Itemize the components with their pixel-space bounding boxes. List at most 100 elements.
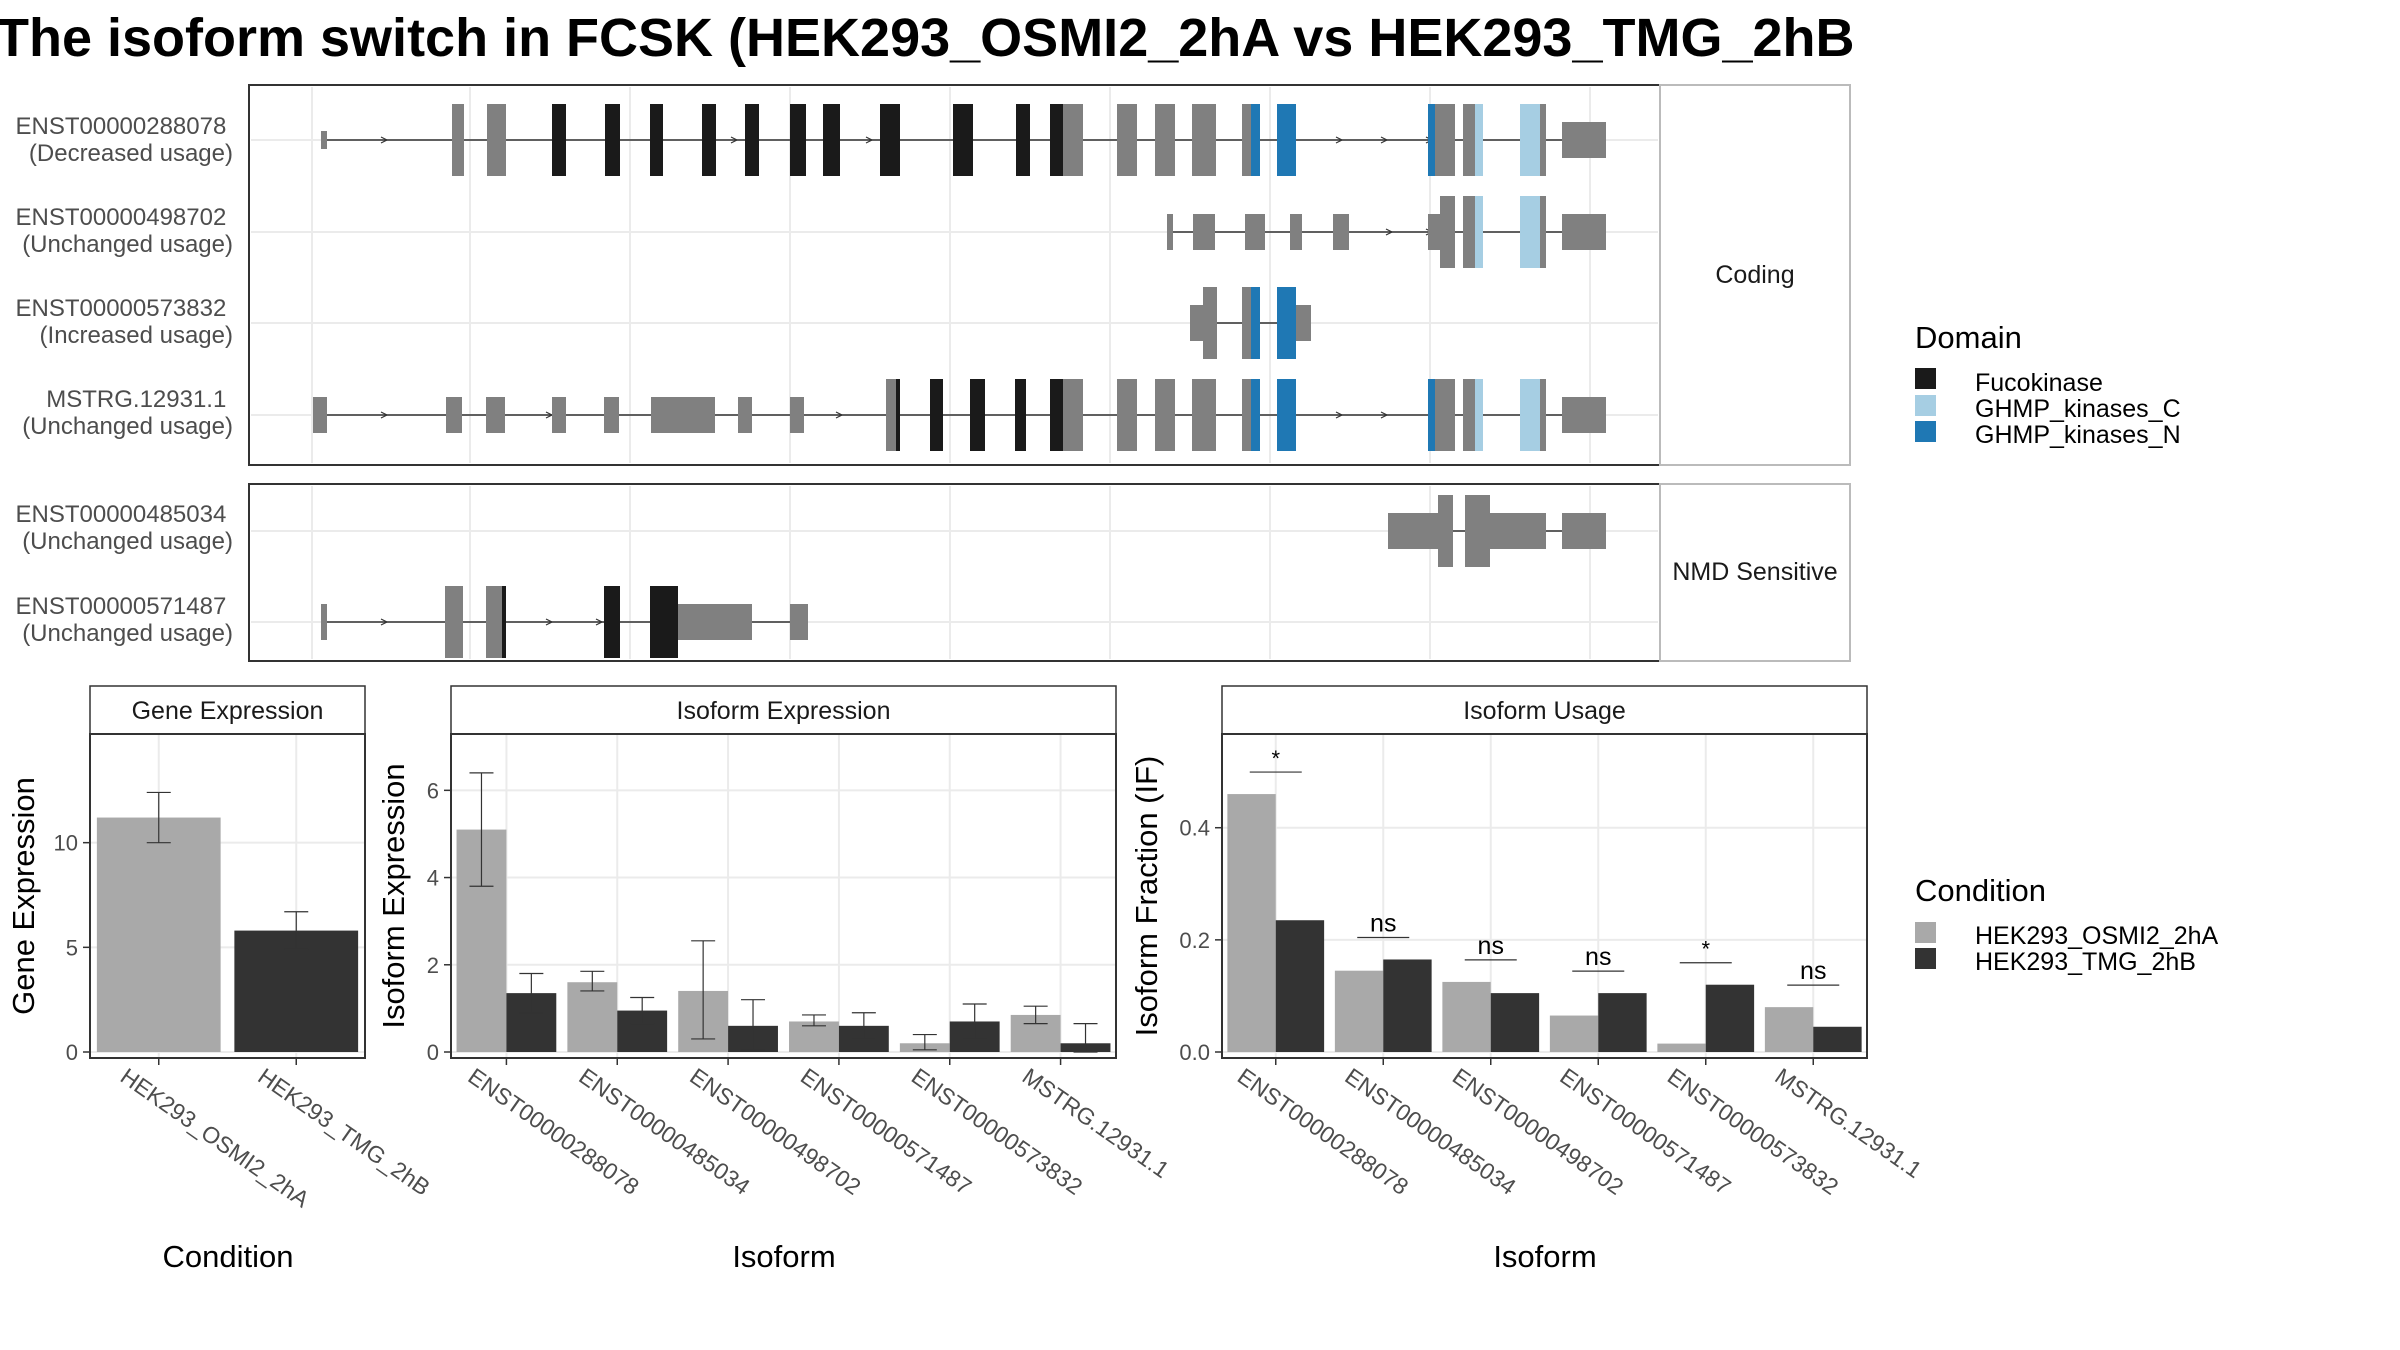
exon bbox=[1192, 379, 1216, 451]
exon bbox=[823, 104, 840, 176]
exon bbox=[1303, 305, 1311, 341]
exon bbox=[1251, 104, 1260, 176]
exon bbox=[702, 104, 716, 176]
exon bbox=[886, 379, 896, 451]
exon bbox=[552, 397, 566, 433]
exon bbox=[1063, 104, 1083, 176]
exon bbox=[446, 397, 462, 433]
strand-arrow bbox=[380, 411, 389, 419]
exon bbox=[604, 586, 620, 658]
exon bbox=[1192, 104, 1216, 176]
domain-legend: Domain Fucokinase GHMP_kinases_C GHMP_ki… bbox=[1915, 320, 2181, 449]
y-tick-label: 0 bbox=[427, 1040, 439, 1065]
exon bbox=[486, 397, 505, 433]
condition-legend-title: Condition bbox=[1915, 873, 2046, 908]
exon bbox=[1117, 379, 1137, 451]
bar bbox=[1705, 984, 1755, 1052]
bar bbox=[1442, 981, 1491, 1052]
bar bbox=[1383, 959, 1432, 1052]
legend-label-cond1: HEK293_OSMI2_2hA bbox=[1975, 922, 2219, 950]
y-axis-title: Isoform Expression bbox=[376, 763, 411, 1028]
exon bbox=[1155, 104, 1175, 176]
legend-label-cond2: HEK293_TMG_2hB bbox=[1975, 948, 2196, 976]
bar bbox=[1334, 970, 1384, 1052]
y-tick-label: 2 bbox=[427, 953, 439, 978]
exon bbox=[321, 131, 327, 149]
bar bbox=[1275, 920, 1325, 1052]
exon bbox=[1520, 196, 1540, 268]
exon bbox=[1435, 104, 1455, 176]
exon bbox=[790, 604, 808, 640]
bar bbox=[1813, 1026, 1862, 1052]
exon bbox=[604, 397, 619, 433]
exon bbox=[1203, 287, 1217, 359]
plot-area bbox=[1221, 733, 1868, 1059]
chart-panel: Gene Expression0510HEK293_OSMI2_2hAHEK29… bbox=[6, 685, 435, 1274]
plot-area bbox=[450, 733, 1117, 1059]
strand-arrow bbox=[1380, 411, 1389, 419]
exon bbox=[1251, 287, 1260, 359]
significance-label: * bbox=[1271, 746, 1280, 771]
exon bbox=[502, 586, 506, 658]
strand-arrow bbox=[865, 136, 874, 144]
exon bbox=[650, 586, 670, 658]
transcript-track bbox=[321, 586, 808, 658]
y-tick-label: 6 bbox=[427, 778, 439, 803]
bar-charts: Gene Expression0510HEK293_OSMI2_2hAHEK29… bbox=[6, 685, 1927, 1274]
bar bbox=[1764, 1007, 1814, 1052]
bar bbox=[96, 817, 221, 1052]
exon bbox=[745, 104, 759, 176]
strand-arrow bbox=[595, 618, 604, 626]
facet-label-nmd: NMD Sensitive bbox=[1672, 558, 1837, 586]
exon bbox=[1540, 104, 1546, 176]
exon bbox=[1296, 305, 1303, 341]
panel-strip bbox=[89, 685, 366, 735]
exon bbox=[1435, 379, 1455, 451]
exon bbox=[487, 104, 506, 176]
panel-title: Isoform Usage bbox=[1463, 697, 1626, 725]
significance-label: ns bbox=[1800, 957, 1826, 985]
exon bbox=[1475, 104, 1483, 176]
y-axis-title: Gene Expression bbox=[6, 777, 41, 1015]
panel-title: Isoform Expression bbox=[677, 697, 891, 725]
exon bbox=[445, 586, 451, 658]
y-tick-label: 0 bbox=[66, 1040, 78, 1065]
transcript-track bbox=[1190, 287, 1311, 359]
bar bbox=[1549, 1015, 1599, 1052]
strand-arrow bbox=[545, 618, 554, 626]
transcript-label: ENST00000573832 (Increased usage) bbox=[15, 295, 233, 349]
exon bbox=[1490, 513, 1546, 549]
legend-key-ghmp-n bbox=[1915, 421, 1936, 442]
transcript-label: MSTRG.12931.1 (Unchanged usage) bbox=[22, 386, 233, 440]
exon bbox=[1167, 214, 1173, 250]
exon bbox=[1277, 287, 1296, 359]
exon bbox=[1463, 196, 1478, 268]
legend-label-ghmp-c: GHMP_kinases_C bbox=[1975, 395, 2181, 423]
domain-legend-title: Domain bbox=[1915, 320, 2022, 355]
exon bbox=[670, 586, 678, 658]
strand-arrow bbox=[835, 411, 844, 419]
y-tick-label: 0.4 bbox=[1179, 816, 1210, 841]
strand-arrow bbox=[1380, 136, 1389, 144]
exon bbox=[1050, 379, 1063, 451]
bar bbox=[1598, 993, 1647, 1052]
exon bbox=[1190, 305, 1203, 341]
exon bbox=[1193, 214, 1215, 250]
exon bbox=[1562, 513, 1606, 549]
exon bbox=[1117, 104, 1137, 176]
y-axis-title: Isoform Fraction (IF) bbox=[1129, 756, 1164, 1037]
exon bbox=[1388, 513, 1438, 549]
panel-strip bbox=[450, 685, 1117, 735]
exon bbox=[452, 104, 464, 176]
facet-label-coding: Coding bbox=[1715, 261, 1794, 289]
transcript-label: ENST00000498702 (Unchanged usage) bbox=[15, 204, 233, 258]
chart-panel: Isoform Usage0.00.20.4*ENST00000288078ns… bbox=[1129, 685, 1927, 1274]
exon bbox=[650, 104, 663, 176]
legend-key-fucokinase bbox=[1915, 368, 1936, 389]
chart-panel: Isoform Expression0246ENST00000288078ENS… bbox=[376, 685, 1174, 1274]
transcript-track bbox=[313, 379, 1606, 451]
bar bbox=[789, 1021, 839, 1052]
exon bbox=[1562, 214, 1606, 250]
transcript-label: ENST00000485034 (Unchanged usage) bbox=[15, 501, 233, 555]
